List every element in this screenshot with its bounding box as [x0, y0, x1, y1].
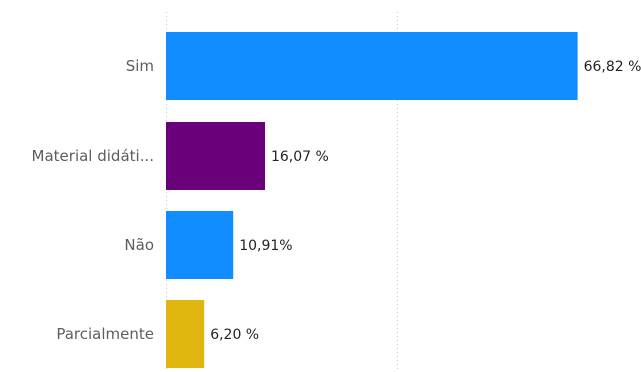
bar-1[interactable]: [166, 122, 265, 190]
category-label-1: Material didáti...: [32, 147, 154, 165]
bar-2[interactable]: [166, 211, 234, 279]
bar-0[interactable]: [166, 32, 578, 100]
category-label-2: Não: [124, 236, 154, 254]
data-label-2: 10,91%: [239, 238, 292, 254]
data-label-1: 16,07 %: [271, 149, 329, 165]
data-label-3: 6,20 %: [210, 327, 259, 343]
bar-3[interactable]: [166, 300, 205, 368]
category-label-3: Parcialmente: [56, 325, 154, 343]
category-label-0: Sim: [126, 57, 154, 75]
data-label-0: 66,82 %: [584, 59, 641, 75]
